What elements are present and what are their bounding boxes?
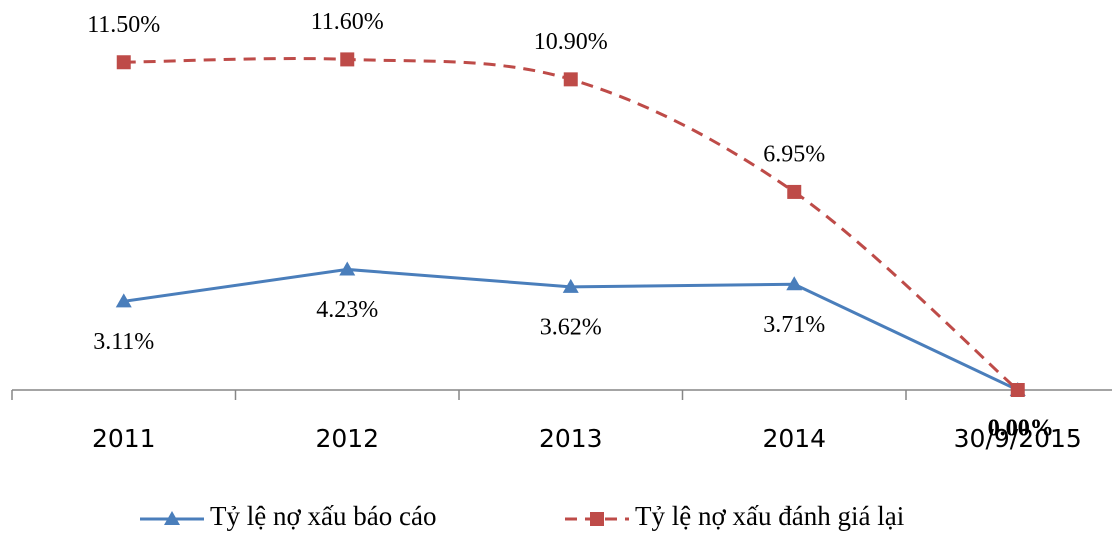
data-point — [116, 55, 131, 70]
data-point — [115, 293, 132, 308]
data-label: 3.71% — [763, 312, 825, 338]
data-label: 4.23% — [316, 297, 378, 323]
data-point — [563, 72, 578, 87]
x-tick-label: 2012 — [315, 424, 379, 453]
legend-label: Tỷ lệ nợ xấu báo cáo — [210, 501, 436, 531]
data-label: 3.11% — [93, 329, 154, 355]
legend-marker — [164, 511, 180, 525]
x-tick-label: 2013 — [539, 424, 603, 453]
x-tick-label: 2011 — [92, 424, 156, 453]
data-label: 6.95% — [763, 141, 825, 167]
data-label: 0.00% — [988, 416, 1054, 442]
legend-marker — [590, 512, 604, 526]
x-tick-label: 2014 — [762, 424, 826, 453]
data-point — [1010, 383, 1025, 397]
data-point — [562, 278, 579, 293]
data-label: 10.90% — [534, 29, 608, 55]
data-label: 11.60% — [311, 9, 384, 35]
data-point — [340, 52, 355, 67]
legend-item: Tỷ lệ nợ xấu đánh giá lại — [565, 501, 904, 531]
x-tick-label: 30/9/2015 — [954, 424, 1082, 453]
data-point — [786, 276, 803, 291]
data-label: 3.62% — [540, 314, 602, 340]
data-point — [339, 261, 356, 276]
series-line — [123, 57, 1019, 392]
legend-label: Tỷ lệ nợ xấu đánh giá lại — [635, 501, 904, 531]
legend-item: Tỷ lệ nợ xấu báo cáo — [140, 501, 436, 531]
data-label: 0.00% — [988, 416, 1054, 442]
data-label: 11.50% — [87, 12, 160, 38]
data-point — [787, 184, 802, 199]
